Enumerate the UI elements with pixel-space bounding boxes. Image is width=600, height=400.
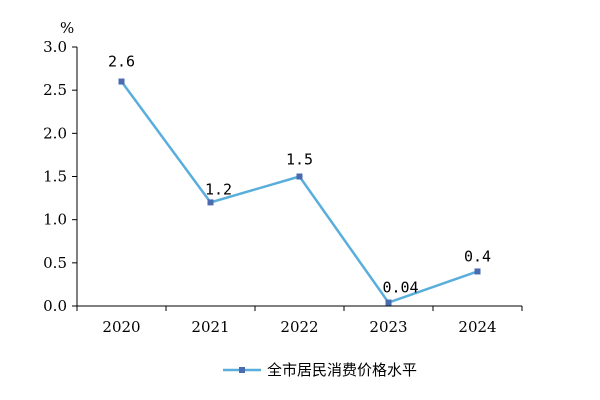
data-label: 1.5 xyxy=(286,151,313,169)
y-tick-label: 1.5 xyxy=(43,168,67,186)
data-label: 2.6 xyxy=(108,53,135,71)
y-tick-label: 3.0 xyxy=(43,38,67,56)
data-label: 1.2 xyxy=(205,180,232,198)
legend-series-name: 全市居民消费价格水平 xyxy=(267,361,417,379)
data-point-marker xyxy=(118,78,125,85)
data-labels: 2.6 1.2 1.5 0.04 0.4 xyxy=(108,53,491,297)
y-tick-label: 1.0 xyxy=(43,211,67,229)
data-label: 0.4 xyxy=(464,247,491,265)
y-tick-label: 2.5 xyxy=(43,81,67,99)
data-point-marker xyxy=(474,268,481,275)
y-axis: 3.0 2.5 2.0 1.5 1.0 0.5 0.0 xyxy=(43,38,78,315)
data-point-marker xyxy=(296,173,303,180)
data-label: 0.04 xyxy=(382,279,418,297)
y-tick-label: 0.5 xyxy=(43,254,67,272)
legend: 全市居民消费价格水平 xyxy=(223,361,417,379)
x-tick-label: 2024 xyxy=(458,318,496,336)
y-tick-label: 2.0 xyxy=(43,124,67,142)
data-point-marker xyxy=(385,299,392,306)
x-tick-label: 2023 xyxy=(369,318,407,336)
data-point-marker xyxy=(207,199,214,206)
x-axis: 2020 2021 2022 2023 2024 xyxy=(76,305,523,336)
x-tick-label: 2022 xyxy=(280,318,318,336)
legend-marker xyxy=(239,367,245,373)
series-line-group xyxy=(118,78,481,306)
x-tick-label: 2021 xyxy=(191,318,229,336)
series-line xyxy=(120,80,478,304)
y-tick-label: 0.0 xyxy=(43,297,67,315)
x-tick-label: 2020 xyxy=(102,318,140,336)
y-axis-unit-label: % xyxy=(60,19,74,37)
